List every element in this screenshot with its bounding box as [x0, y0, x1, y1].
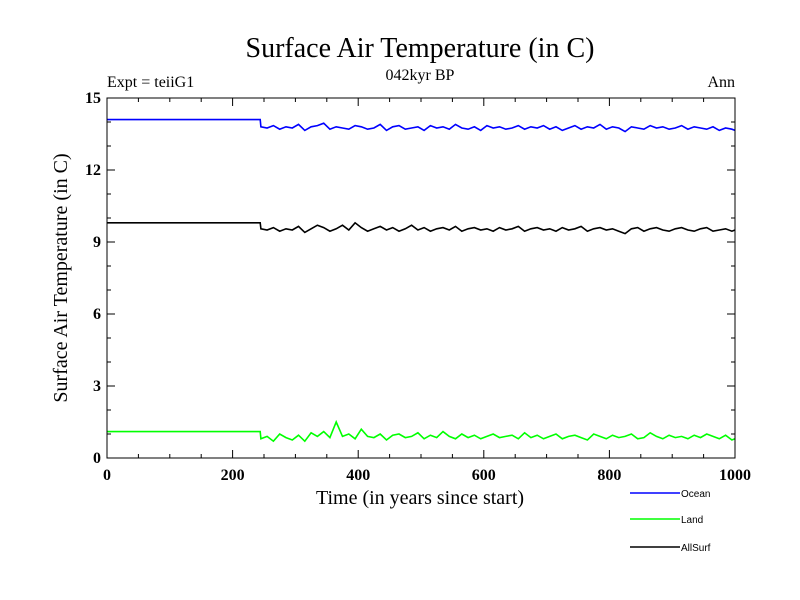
chart-title: Surface Air Temperature (in C): [246, 33, 595, 64]
series-line-land: [107, 419, 736, 443]
x-axis-ticks: [106, 98, 736, 458]
x-axis-label: Time (in years since start): [316, 487, 524, 509]
y-axis-tick-labels: 0 3 6 9 12 15: [85, 90, 101, 467]
x-tick-label: 600: [472, 467, 496, 484]
y-tick-label: 9: [93, 234, 101, 251]
y-tick-label: 3: [93, 378, 101, 395]
y-tick-label: 15: [85, 90, 101, 107]
y-tick-label: 0: [93, 450, 101, 467]
series-layer: [107, 118, 736, 443]
y-axis-ticks: [107, 97, 735, 459]
x-tick-label: 400: [346, 467, 370, 484]
x-axis-tick-labels: 0 200 400 600 800 1000: [103, 467, 751, 484]
legend-label-land: Land: [681, 515, 703, 526]
x-tick-label: 1000: [719, 467, 751, 484]
legend: Ocean Land AllSurf: [630, 489, 711, 554]
chart-subtitle: 042kyr BP: [386, 67, 455, 84]
series-line-allsurf: [107, 221, 736, 235]
y-tick-label: 6: [93, 306, 101, 323]
legend-label-allsurf: AllSurf: [681, 543, 711, 554]
series-line-ocean: [107, 118, 736, 133]
x-tick-label: 800: [597, 467, 621, 484]
x-tick-label: 200: [221, 467, 245, 484]
season-label: Ann: [707, 74, 735, 91]
legend-label-ocean: Ocean: [681, 489, 710, 500]
x-tick-label: 0: [103, 467, 111, 484]
y-axis-label: Surface Air Temperature (in C): [50, 153, 72, 402]
experiment-label: Expt = teiiG1: [107, 74, 194, 91]
y-tick-label: 12: [85, 162, 101, 179]
